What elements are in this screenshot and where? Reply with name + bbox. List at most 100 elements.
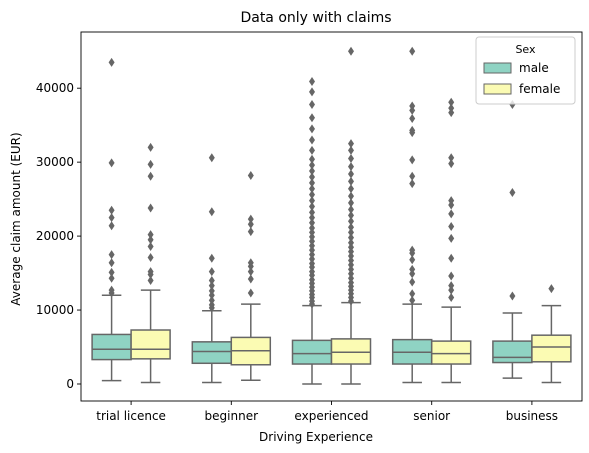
outlier-point <box>448 253 455 263</box>
outlier-point <box>147 253 154 263</box>
outlier-point <box>409 114 416 124</box>
box-iqr <box>531 334 572 363</box>
chart-title: Data only with claims <box>240 10 391 26</box>
x-tick-label: experienced <box>294 409 368 423</box>
box-iqr <box>291 339 333 365</box>
outlier-point <box>348 153 354 163</box>
outlier-point <box>548 284 555 294</box>
outlier-point <box>247 227 254 237</box>
box-male-1 <box>191 153 233 384</box>
outlier-point <box>309 166 315 176</box>
box-iqr <box>91 333 132 361</box>
outlier-point <box>309 178 315 188</box>
outlier-point <box>147 203 154 213</box>
outlier-point <box>348 46 354 56</box>
outlier-point <box>448 221 455 231</box>
outlier-point <box>208 253 215 263</box>
outlier-point <box>247 274 254 284</box>
outlier-point <box>108 285 115 295</box>
box-iqr <box>191 341 233 365</box>
outlier-point <box>147 267 154 277</box>
outlier-point <box>108 258 115 268</box>
outlier-point <box>309 87 315 97</box>
outlier-point <box>208 295 215 305</box>
outlier-point <box>309 172 315 182</box>
outlier-point <box>147 142 154 152</box>
y-tick-label: 0 <box>66 377 74 391</box>
outlier-point <box>348 162 354 172</box>
x-tick-label: senior <box>413 409 450 423</box>
x-axis-label: Driving Experience <box>259 430 373 444</box>
outlier-point <box>348 227 354 237</box>
outlier-point <box>448 281 455 291</box>
outlier-point <box>309 184 315 194</box>
box-iqr <box>430 340 472 365</box>
outlier-point <box>448 196 455 206</box>
outlier-point <box>409 245 416 255</box>
y-tick-label: 10000 <box>36 303 74 317</box>
outlier-point <box>509 291 516 301</box>
outlier-point <box>309 207 315 217</box>
outlier-point <box>147 235 154 245</box>
outlier-point <box>448 209 455 219</box>
outlier-point <box>247 288 254 298</box>
outlier-point <box>348 233 354 243</box>
outlier-point <box>409 179 416 189</box>
outlier-point <box>348 139 354 149</box>
outlier-point <box>348 191 354 201</box>
outlier-point <box>409 46 416 56</box>
box-female-1 <box>230 170 272 382</box>
box-female-0 <box>130 142 171 384</box>
outlier-point <box>409 255 416 265</box>
outlier-point <box>309 223 315 233</box>
legend-label-female: female <box>519 82 560 96</box>
outlier-point <box>247 219 254 229</box>
outlier-point <box>309 160 315 170</box>
x-tick-label: trial licence <box>96 409 166 423</box>
outlier-point <box>309 145 315 155</box>
outlier-point <box>409 289 416 299</box>
outlier-point <box>409 101 416 111</box>
outlier-point <box>108 273 115 283</box>
y-tick-label: 20000 <box>36 229 74 243</box>
outlier-point <box>348 238 354 248</box>
outlier-point <box>448 103 455 113</box>
outlier-point <box>409 277 416 287</box>
outlier-point <box>208 207 215 217</box>
outlier-point <box>348 204 354 214</box>
outlier-point <box>309 99 315 109</box>
outlier-point <box>409 295 416 305</box>
outlier-point <box>409 155 416 165</box>
outlier-point <box>409 125 416 135</box>
outlier-point <box>348 222 354 232</box>
outlier-point <box>309 113 315 123</box>
box-female-2 <box>330 46 372 385</box>
x-tick-label: business <box>506 409 558 423</box>
outlier-point <box>247 258 254 268</box>
outlier-point <box>309 213 315 223</box>
legend-swatch-female <box>483 83 512 95</box>
outlier-point <box>348 210 354 220</box>
outlier-point <box>309 135 315 145</box>
outlier-point <box>247 170 254 180</box>
box-female-3 <box>430 97 472 384</box>
outlier-point <box>108 158 115 168</box>
legend-title: Sex <box>515 43 536 56</box>
outlier-point <box>348 184 354 194</box>
outlier-point <box>348 176 354 186</box>
outlier-point <box>309 77 315 87</box>
outlier-point <box>247 267 254 277</box>
outlier-point <box>309 218 315 228</box>
box-male-2 <box>291 77 333 385</box>
outlier-point <box>247 214 254 224</box>
outlier-point <box>208 153 215 163</box>
outlier-point <box>147 275 154 285</box>
outlier-point <box>147 230 154 240</box>
outlier-point <box>147 241 154 251</box>
y-tick-label: 40000 <box>36 81 74 95</box>
outlier-point <box>309 154 315 164</box>
outlier-point <box>348 198 354 208</box>
outlier-point <box>309 196 315 206</box>
outlier-point <box>108 57 115 67</box>
